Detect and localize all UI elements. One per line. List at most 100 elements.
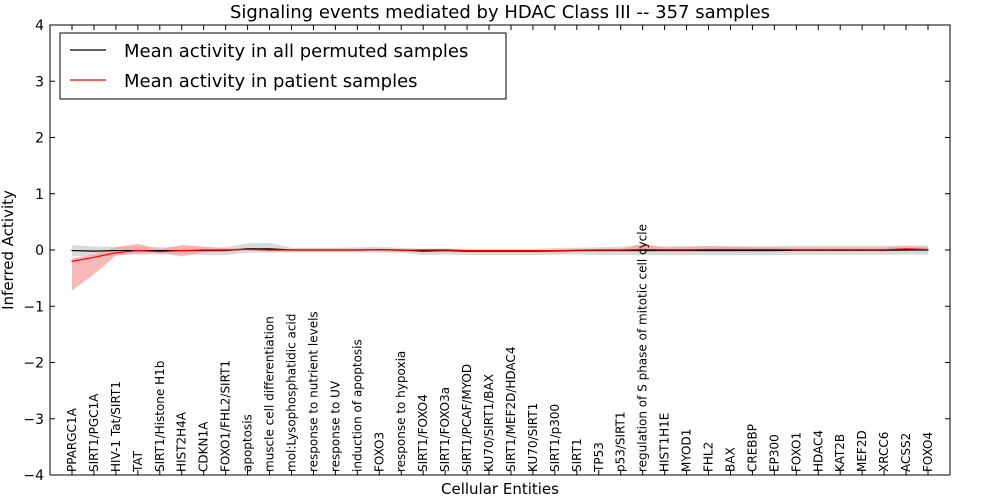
x-axis-title: Cellular Entities xyxy=(441,480,559,498)
category-label: FOXO4 xyxy=(921,432,935,472)
legend-label-patient: Mean activity in patient samples xyxy=(124,71,418,92)
point-permuted xyxy=(707,249,710,252)
category-label: MEF2D xyxy=(855,430,869,472)
point-patient xyxy=(444,249,446,251)
category-label: FHL2 xyxy=(702,442,716,472)
point-patient xyxy=(554,249,556,252)
confidence-bands xyxy=(72,242,928,291)
series-lines xyxy=(71,248,929,262)
category-label: EP300 xyxy=(767,434,781,472)
category-label: SIRT1/FOXO3a xyxy=(438,387,452,472)
category-label: response to UV xyxy=(328,380,342,472)
point-patient xyxy=(642,248,644,251)
y-axis-title: Inferred Activity xyxy=(0,190,17,310)
point-patient xyxy=(334,249,336,251)
category-label: HIST2H4A xyxy=(175,411,189,472)
point-patient xyxy=(664,249,666,251)
x-axis-ticks xyxy=(71,25,929,475)
point-patient xyxy=(290,249,293,251)
point-patient xyxy=(905,248,907,250)
point-patient xyxy=(115,252,117,254)
point-patient xyxy=(817,249,819,251)
point-permuted xyxy=(422,250,424,252)
point-permuted xyxy=(751,249,754,252)
point-permuted xyxy=(159,249,161,252)
category-label: TAT xyxy=(131,450,145,473)
category-label: BAX xyxy=(723,447,737,472)
category-label: p53/SIRT1 xyxy=(614,411,628,472)
point-patient xyxy=(246,248,249,251)
category-label: KAT2B xyxy=(833,434,847,472)
point-patient xyxy=(839,249,841,251)
point-permuted xyxy=(115,249,117,252)
category-label: ACSS2 xyxy=(899,433,913,472)
point-patient xyxy=(510,249,512,252)
y-axis-ticks: 4 3 2 1 0 −1 −2 −3 −4 xyxy=(23,18,950,484)
point-patient xyxy=(422,249,424,251)
point-patient xyxy=(93,256,95,258)
point-patient xyxy=(356,249,358,251)
y-tick-label: 2 xyxy=(35,131,44,147)
category-label: KU70/SIRT1/BAX xyxy=(482,374,496,472)
point-patient xyxy=(861,249,863,251)
category-label: MYOD1 xyxy=(680,429,694,472)
category-label: SIRT1 xyxy=(570,438,584,472)
y-tick-label: −1 xyxy=(23,299,44,315)
point-patient xyxy=(751,248,754,251)
point-patient xyxy=(312,249,315,251)
category-label: SIRT1/p300 xyxy=(548,404,562,472)
category-label: CREBBP xyxy=(745,424,759,472)
point-patient xyxy=(729,248,732,251)
point-permuted xyxy=(642,249,644,252)
point-patient xyxy=(488,249,490,252)
point-patient xyxy=(159,251,161,253)
category-label: PPARGC1A xyxy=(65,407,79,472)
category-labels: PPARGC1A SIRT1/PGC1A HIV-1 Tat/SIRT1 TAT SIR… xyxy=(65,224,935,473)
point-patient xyxy=(137,249,139,252)
point-patient xyxy=(466,249,468,252)
category-label: SIRT1/Histone H1b xyxy=(153,361,167,472)
y-tick-label: −2 xyxy=(23,356,44,372)
point-patient xyxy=(620,249,622,251)
category-label: FOXO1/FHL2/SIRT1 xyxy=(219,360,233,472)
legend-label-permuted: Mean activity in all permuted samples xyxy=(124,41,468,62)
y-tick-label: 3 xyxy=(35,74,44,90)
category-label: HDAC4 xyxy=(811,430,825,472)
point-permuted xyxy=(71,249,73,252)
chart-title: Signaling events mediated by HDAC Class … xyxy=(230,2,770,23)
category-label: XRCC6 xyxy=(877,432,891,472)
point-patient xyxy=(685,249,688,251)
y-tick-label: −3 xyxy=(23,412,44,428)
point-patient xyxy=(203,249,205,251)
point-patient xyxy=(598,249,600,251)
category-label: muscle cell differentiation xyxy=(263,316,277,472)
category-label: mol:Lysophosphatidic acid xyxy=(284,314,298,472)
category-label: regulation of S phase of mitotic cell cy… xyxy=(636,224,650,472)
point-patient xyxy=(576,249,578,251)
point-permuted xyxy=(268,248,271,250)
point-patient xyxy=(378,249,380,251)
point-patient xyxy=(400,249,402,251)
category-label: response to nutrient levels xyxy=(306,311,320,472)
category-label: FOXO1 xyxy=(789,432,803,472)
y-tick-label: 4 xyxy=(35,18,44,34)
category-label: induction of apoptosis xyxy=(350,339,364,472)
line-patient xyxy=(71,248,929,262)
category-label: SIRT1/MEF2D/HDAC4 xyxy=(504,347,518,472)
point-permuted xyxy=(93,250,95,252)
band-patient xyxy=(72,243,928,291)
band-permuted xyxy=(72,242,928,257)
category-label: SIRT1/FOXO4 xyxy=(416,394,430,472)
point-patient xyxy=(268,249,271,251)
category-label: response to hypoxia xyxy=(394,351,408,472)
point-patient xyxy=(707,248,710,251)
category-label: CDKN1A xyxy=(197,421,211,472)
point-permuted xyxy=(773,249,775,252)
point-patient xyxy=(883,249,885,251)
point-patient xyxy=(927,248,929,251)
y-tick-label: −4 xyxy=(23,468,44,484)
y-tick-label: 1 xyxy=(35,187,44,203)
category-label: apoptosis xyxy=(241,414,255,472)
category-label: HIV-1 Tat/SIRT1 xyxy=(109,381,123,472)
point-permuted xyxy=(729,249,732,252)
